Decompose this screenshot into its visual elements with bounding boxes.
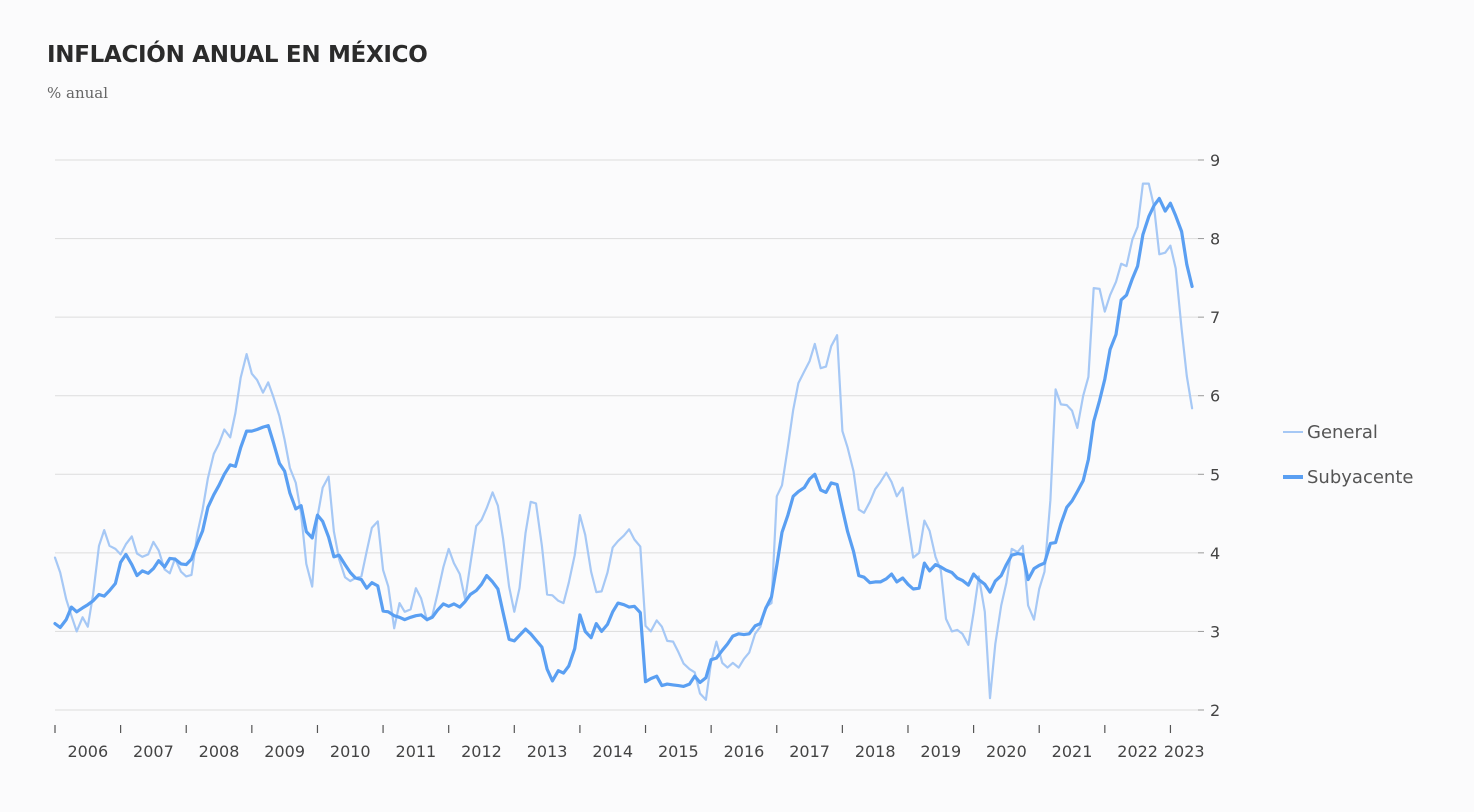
x-tick-label: 2015 [658,742,699,761]
x-tick-label: 2011 [396,742,437,761]
x-tick-label: 2023 [1164,742,1205,761]
x-tick-label: 2008 [199,742,240,761]
series-line-subyacente[interactable] [53,196,1194,688]
legend-label-general: General [1307,421,1378,443]
x-tick-label: 2012 [461,742,502,761]
legend-swatch-general [1283,431,1303,433]
grid-lines [55,159,1204,711]
series-lines [53,182,1194,701]
x-tick-label: 2006 [67,742,108,761]
x-tick-label: 2007 [133,742,174,761]
legend: General Subyacente [1283,420,1413,510]
series-line-general[interactable] [53,182,1194,701]
y-tick-label: 9 [1210,151,1220,170]
chart-title: INFLACIÓN ANUAL EN MÉXICO [47,42,428,68]
x-tick-label: 2019 [920,742,961,761]
x-tick-label: 2020 [986,742,1027,761]
x-tick-label: 2009 [264,742,305,761]
x-tick-label: 2017 [789,742,830,761]
x-tick-label: 2016 [724,742,765,761]
legend-label-subyacente: Subyacente [1307,466,1414,488]
y-tick-label: 3 [1210,622,1220,641]
legend-item-subyacente[interactable]: Subyacente [1283,465,1413,489]
x-tick-label: 2021 [1052,742,1093,761]
y-tick-label: 8 [1210,230,1220,249]
y-tick-label: 7 [1210,308,1220,327]
y-axis-labels: 2 3 4 5 6 7 8 9 [1210,151,1220,720]
y-tick-label: 2 [1210,701,1220,720]
y-tick-label: 5 [1210,465,1220,484]
x-tick-label: 2022 [1117,742,1158,761]
chart-subtitle: % anual [47,84,109,102]
x-tick-label: 2018 [855,742,896,761]
y-tick-label: 4 [1210,544,1220,563]
x-tick-label: 2010 [330,742,371,761]
x-axis: 2006 2007 2008 2009 2010 2011 2012 2013 2014 2015… [54,725,1205,761]
legend-item-general[interactable]: General [1283,420,1413,444]
y-tick-label: 6 [1210,387,1220,406]
x-tick-label: 2013 [527,742,568,761]
x-tick-label: 2014 [592,742,633,761]
legend-swatch-subyacente [1283,475,1303,479]
